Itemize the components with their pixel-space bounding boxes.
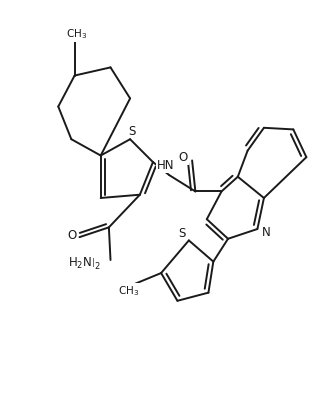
Text: CH$_3$: CH$_3$: [118, 284, 139, 298]
Text: O: O: [68, 229, 77, 242]
Text: S: S: [179, 227, 186, 240]
Text: NH$_2$: NH$_2$: [77, 257, 101, 272]
Text: HN: HN: [157, 160, 175, 173]
Text: CH$_3$: CH$_3$: [66, 27, 87, 41]
Text: O: O: [178, 151, 188, 164]
Text: S: S: [128, 125, 135, 137]
Text: N: N: [262, 226, 271, 239]
Text: H$_2$N: H$_2$N: [68, 256, 93, 271]
